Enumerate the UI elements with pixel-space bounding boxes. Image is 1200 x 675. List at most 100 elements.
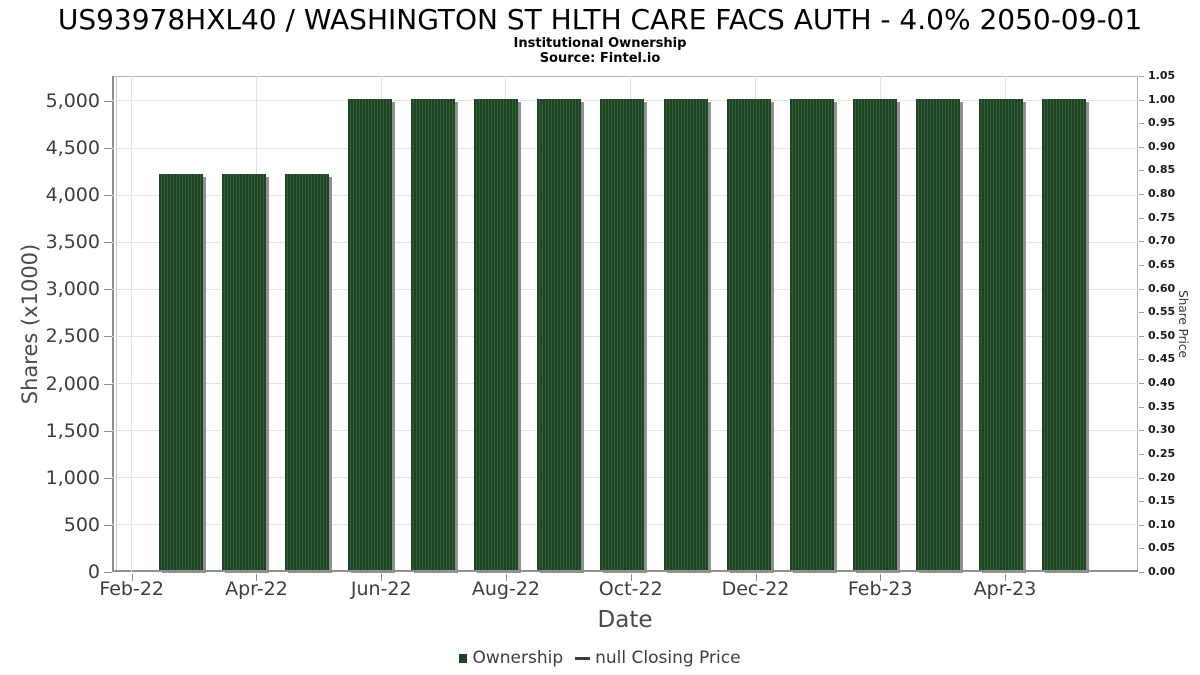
y-axis-tick xyxy=(104,572,112,573)
ownership-bar xyxy=(222,174,267,570)
y2-axis-tick xyxy=(1139,524,1144,526)
ownership-bar xyxy=(537,98,582,570)
y2-axis-tick xyxy=(1139,288,1144,290)
chart-subtitle: Institutional Ownership xyxy=(513,36,687,51)
legend-item-ownership[interactable]: Ownership xyxy=(459,648,563,668)
x-axis-tick xyxy=(880,574,882,581)
x-axis-tick-label: Feb-22 xyxy=(99,578,165,600)
y-axis-tick xyxy=(104,383,112,385)
y2-axis-tick xyxy=(1139,477,1144,479)
y-axis-tick xyxy=(104,430,112,432)
y2-axis-tick-label: 0.90 xyxy=(1148,139,1176,153)
y-axis-tick xyxy=(104,148,112,150)
y2-axis-tick xyxy=(1139,194,1144,196)
y-axis-tick-label: 0 xyxy=(87,561,100,583)
x-axis-line xyxy=(112,570,1138,572)
y-axis-line xyxy=(112,76,114,572)
y2-axis-tick-label: 0.15 xyxy=(1148,494,1176,508)
plot-border-top xyxy=(112,76,1138,77)
ownership-bar xyxy=(285,174,330,570)
y2-axis-tick-label: 0.45 xyxy=(1148,352,1176,366)
y-axis-tick-label: 1,500 xyxy=(45,419,100,442)
y2-axis-tick xyxy=(1139,572,1144,573)
legend-item-label: Ownership xyxy=(472,648,564,668)
y-axis-tick xyxy=(104,336,112,338)
y2-axis-tick-label: 0.05 xyxy=(1148,541,1176,555)
ownership-bar xyxy=(663,98,708,570)
x-axis-title: Date xyxy=(597,607,653,633)
y-axis-tick-label: 3,500 xyxy=(45,231,100,254)
chart-title: US93978HXL40 / WASHINGTON ST HLTH CARE F… xyxy=(57,3,1143,36)
legend-square-marker-icon xyxy=(459,653,468,663)
ownership-bar xyxy=(978,98,1023,570)
ownership-bar xyxy=(600,98,645,570)
y-axis-tick-label: 2,500 xyxy=(45,325,100,348)
x-axis-tick xyxy=(1005,574,1007,581)
ownership-bar xyxy=(159,174,203,570)
y2-axis-tick-label: 1.05 xyxy=(1148,69,1176,82)
y2-axis-tick xyxy=(1139,335,1144,337)
x-axis-tick-label: Jun-22 xyxy=(350,578,412,600)
y2-axis-tick-label: 0.55 xyxy=(1148,305,1176,319)
y-axis-tick-label: 5,000 xyxy=(45,89,100,112)
x-axis-tick-label: Apr-23 xyxy=(973,578,1037,600)
y2-axis-tick xyxy=(1139,548,1144,550)
y2-axis-tick xyxy=(1139,383,1144,385)
v-gridline xyxy=(131,76,133,572)
y-axis-tick xyxy=(104,477,112,479)
y2-axis-tick-label: 0.30 xyxy=(1148,423,1176,437)
y2-axis-tick xyxy=(1139,406,1144,408)
y2-axis-tick xyxy=(1139,312,1144,314)
y2-axis-tick xyxy=(1139,453,1144,455)
ownership-bar xyxy=(411,98,456,570)
y2-axis-tick xyxy=(1139,146,1144,148)
y2-axis-tick-label: 0.25 xyxy=(1148,446,1176,460)
x-axis-tick xyxy=(131,574,133,581)
y2-axis-tick xyxy=(1139,501,1144,503)
x-axis-tick xyxy=(755,574,757,581)
legend: Ownership null Closing Price xyxy=(0,646,1200,670)
ownership-bar xyxy=(726,98,771,570)
ownership-bar xyxy=(789,98,834,570)
y-axis-tick xyxy=(104,195,112,197)
ownership-bar xyxy=(1041,98,1086,570)
ownership-bar xyxy=(915,98,960,570)
x-axis-tick-label: Dec-22 xyxy=(721,578,790,600)
y-axis-tick-label: 4,500 xyxy=(45,137,100,160)
y2-axis-tick-label: 0.60 xyxy=(1148,281,1176,295)
y-axis-tick-label: 500 xyxy=(63,513,100,536)
y-axis-tick xyxy=(104,289,112,291)
legend-item-null-closing-price[interactable]: null Closing Price xyxy=(575,648,741,668)
y-axis-tick-label: 3,000 xyxy=(45,278,100,301)
x-axis-tick xyxy=(630,574,632,581)
y2-axis-tick xyxy=(1139,123,1144,125)
y2-axis-tick xyxy=(1139,430,1144,432)
y-axis-tick xyxy=(104,100,112,102)
plot-area xyxy=(112,76,1138,572)
legend-line-marker-icon xyxy=(575,656,591,660)
y2-axis-tick-label: 0.70 xyxy=(1148,234,1176,248)
y2-axis-tick xyxy=(1139,241,1144,243)
y2-axis-title: Share Price xyxy=(1176,290,1190,358)
ownership-bar xyxy=(474,98,519,570)
y2-axis-tick-label: 0.00 xyxy=(1148,565,1176,578)
x-axis-tick-label: Feb-23 xyxy=(847,578,913,600)
y2-axis-tick-label: 0.20 xyxy=(1148,470,1176,484)
legend-item-label: null Closing Price xyxy=(595,648,741,668)
y-axis-tick xyxy=(104,242,112,244)
y2-axis-tick-label: 0.75 xyxy=(1148,210,1176,224)
y2-axis-tick-label: 1.00 xyxy=(1148,92,1176,106)
y-axis-tick-label: 2,000 xyxy=(45,372,100,395)
y-axis-tick-label: 4,000 xyxy=(45,184,100,207)
y2-axis-tick xyxy=(1139,170,1144,172)
y2-axis-tick xyxy=(1139,264,1144,266)
x-axis-tick-label: Apr-22 xyxy=(225,578,288,600)
y-axis-inner-line xyxy=(116,76,117,572)
y2-axis-tick-label: 0.65 xyxy=(1148,257,1176,271)
plot-border-right xyxy=(1137,76,1138,572)
ownership-bar xyxy=(348,98,393,570)
x-axis-tick xyxy=(505,574,507,581)
y2-axis-tick xyxy=(1139,359,1144,361)
y2-axis-tick-label: 0.10 xyxy=(1148,517,1176,531)
